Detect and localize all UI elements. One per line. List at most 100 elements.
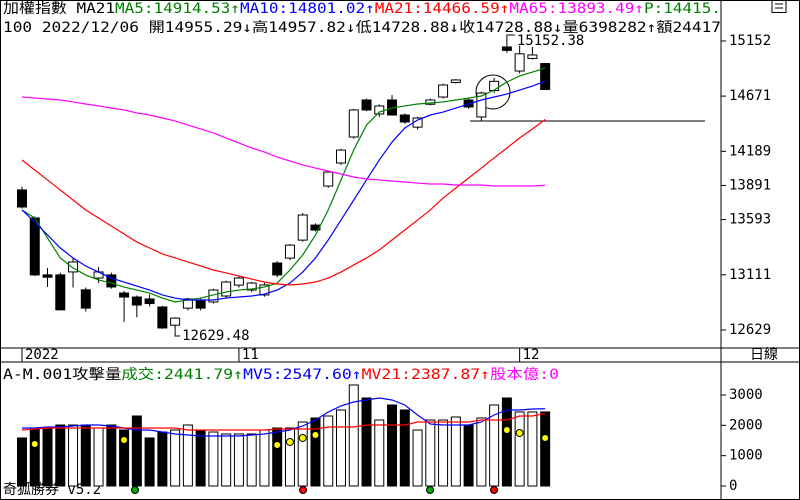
volume-bar xyxy=(80,424,91,487)
candle-body xyxy=(233,277,244,286)
max-label: 15152.38 xyxy=(517,33,584,49)
volume-bar xyxy=(489,404,500,487)
volume-bar xyxy=(501,397,512,487)
max-pointer xyxy=(506,34,515,41)
volume-bar xyxy=(246,433,257,487)
y-tick-label: 14671 xyxy=(729,88,771,104)
volume-bar xyxy=(438,419,449,487)
window-icon[interactable] xyxy=(771,0,787,13)
volume-bar xyxy=(42,427,53,487)
y-tick-label: 13593 xyxy=(729,212,771,228)
signal-dot xyxy=(490,486,498,494)
candle-body xyxy=(170,317,181,326)
volume-bar xyxy=(170,429,181,487)
ma-line xyxy=(21,119,546,286)
candle-body xyxy=(182,298,193,309)
signal-dot xyxy=(120,435,129,444)
ma-line xyxy=(21,412,546,431)
candle-body xyxy=(310,224,321,231)
period-label[interactable]: 日線 xyxy=(750,347,778,363)
y-tick-label: 13891 xyxy=(729,177,771,193)
candle-body xyxy=(297,214,308,241)
candle-body xyxy=(399,114,410,123)
volume-bar xyxy=(106,424,117,487)
x-tick-label: 2022 xyxy=(25,347,59,363)
volume-bar xyxy=(29,427,40,487)
min-pointer xyxy=(174,329,181,337)
volume-bar xyxy=(323,415,334,487)
volume-bar xyxy=(272,427,283,487)
volume-bar xyxy=(412,429,423,487)
volume-bar xyxy=(119,429,130,487)
header-item: MA5:14914.53↑ xyxy=(115,1,240,17)
x-tick-label: 11 xyxy=(242,347,259,363)
volume-bar xyxy=(93,427,104,487)
signal-dot xyxy=(299,486,307,494)
candle-body xyxy=(106,274,117,288)
candle-body xyxy=(157,306,168,329)
volume-bar xyxy=(348,384,359,487)
signal-dot xyxy=(515,428,524,437)
volume-bar xyxy=(221,433,232,487)
volume-bar xyxy=(514,411,525,487)
y-tick-label: 13111 xyxy=(729,267,771,283)
candle-body xyxy=(272,262,283,276)
candle-body xyxy=(438,84,449,98)
signal-dot xyxy=(273,440,282,449)
volume-bar xyxy=(284,427,295,487)
candle-body xyxy=(42,274,53,278)
volume-bar xyxy=(195,429,206,487)
signal-dot xyxy=(285,437,294,446)
y-tick-label: 1000 xyxy=(729,448,763,464)
header-item: MA65:13893.49↑ xyxy=(509,1,644,17)
y-tick-label: 14189 xyxy=(729,143,771,159)
header-item: P:14415. xyxy=(644,1,721,17)
header-item: 股本億:0 xyxy=(490,367,559,383)
volume-bar xyxy=(182,424,193,487)
ma-line xyxy=(22,397,546,437)
signal-dot xyxy=(426,486,434,494)
candle-body xyxy=(80,289,91,309)
volume-bar xyxy=(310,417,321,487)
candle-body xyxy=(374,105,385,115)
volume-bar xyxy=(463,424,474,487)
volume-bar xyxy=(361,397,372,487)
header-item: 成交:2441.79↑ xyxy=(121,366,243,383)
header-line: A-M.001攻擊量 成交:2441.79↑ MV5:2547.60↑ MV21:23… xyxy=(3,366,559,383)
candle-body xyxy=(131,296,142,306)
drawn-circle xyxy=(475,74,511,110)
candle-body xyxy=(514,53,525,72)
volume-bar xyxy=(297,421,308,487)
y-tick-label: 2000 xyxy=(729,417,763,433)
header-item: MA10:14801.02↑ xyxy=(240,1,375,17)
volume-bar xyxy=(144,437,155,487)
volume-bar xyxy=(233,433,244,487)
signal-dot xyxy=(30,439,39,448)
y-tick-label: 15152 xyxy=(729,33,771,49)
candle-body xyxy=(55,274,66,311)
candle-body xyxy=(361,99,372,111)
candle-body xyxy=(119,292,130,298)
candle-body xyxy=(476,92,487,118)
volume-bar xyxy=(336,409,346,487)
signal-dot xyxy=(502,425,511,434)
ma-line xyxy=(21,67,546,303)
volume-bar xyxy=(17,437,27,487)
signal-dot xyxy=(298,433,307,442)
candle-body xyxy=(501,46,512,51)
candle-body xyxy=(450,79,461,83)
min-label: 12629.48 xyxy=(182,328,249,344)
candle-body xyxy=(323,171,334,187)
volume-bar xyxy=(387,404,398,487)
header-item: MV21:2387.87↑ xyxy=(362,367,490,383)
volume-bar xyxy=(399,409,410,487)
ma-line xyxy=(21,80,546,301)
signal-dot xyxy=(311,430,320,439)
signal-dot xyxy=(131,486,139,494)
candle-body xyxy=(259,284,270,296)
x-tick-label: 12 xyxy=(523,347,540,363)
candle-body xyxy=(246,282,257,291)
candle-body xyxy=(540,63,551,90)
volume-bar xyxy=(259,429,270,487)
header-item: 加權指數 MA21 xyxy=(3,1,115,17)
